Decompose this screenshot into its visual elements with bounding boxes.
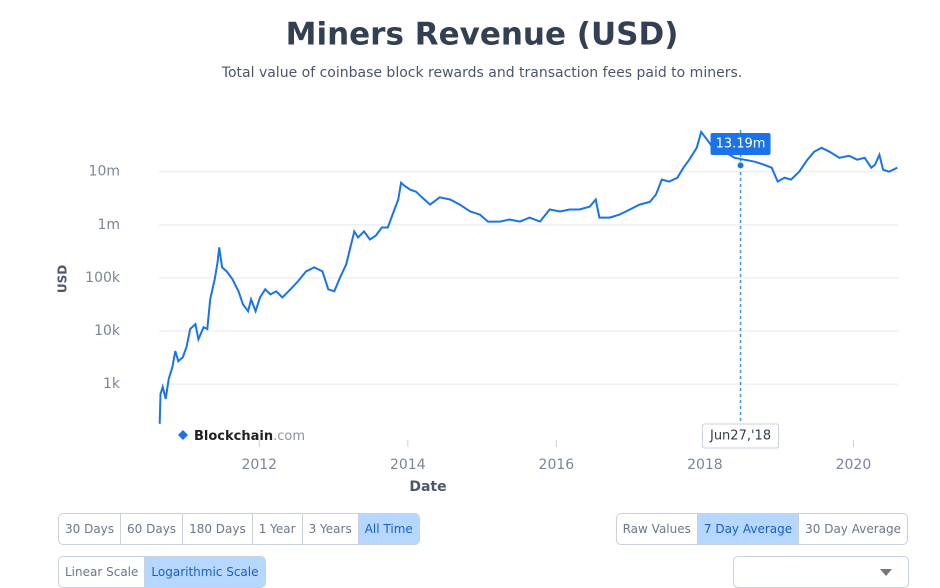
average-button[interactable]: Raw Values: [617, 514, 698, 544]
tooltip-value: 13.19m: [716, 137, 766, 152]
range-button[interactable]: 30 Days: [59, 514, 122, 544]
tooltip-box: [710, 133, 771, 155]
average-button[interactable]: 30 Day Average: [805, 522, 901, 536]
range-group: 30 Days 60 Days 180 Days 1 Year 3 Years All T…: [58, 513, 420, 545]
dropdown[interactable]: [733, 556, 909, 588]
x-tick-label: 2012: [241, 457, 277, 473]
x-tick-label: 2018: [687, 457, 723, 473]
brand: Blockchain: [194, 429, 273, 444]
brand-suffix: .com: [273, 429, 305, 444]
range-button[interactable]: 3 Years: [303, 514, 359, 544]
range-button[interactable]: 180 Days: [183, 514, 253, 544]
range-button[interactable]: All Time: [358, 514, 419, 544]
x-axis-label: Date: [409, 479, 446, 495]
watermark: Blockchain.com: [178, 429, 305, 444]
y-tick-label: 100k: [85, 270, 121, 286]
y-tick-label: 10k: [94, 323, 121, 339]
y-tick-label: 10m: [89, 164, 120, 180]
chart-subtitle: Total value of coinbase block rewards an…: [221, 65, 742, 81]
range-button[interactable]: 1 Year: [253, 514, 303, 544]
logo-icon: [178, 430, 188, 440]
y-tick-label: 1k: [103, 376, 121, 392]
tooltip-date-box: [702, 423, 780, 449]
y-tick-label: 1m: [97, 217, 120, 233]
y-axis-label: USD: [56, 265, 70, 293]
x-tick-label: 2014: [390, 457, 426, 473]
scale-button[interactable]: Linear Scale: [59, 557, 146, 587]
x-tick-label: 2020: [836, 457, 872, 473]
line: [158, 129, 898, 424]
scale-group: Linear Scale Logarithmic Scale: [58, 556, 266, 588]
tooltip-date: Jun27,'18: [709, 429, 771, 444]
scale-button[interactable]: Logarithmic Scale: [145, 557, 265, 587]
x-tick-label: 2016: [539, 457, 575, 473]
range-button[interactable]: 60 Days: [121, 514, 184, 544]
average-button[interactable]: 7 Day Average: [697, 514, 800, 544]
svg-text:Blockchain.com: Blockchain.com: [194, 429, 305, 444]
chart-title: Miners Revenue (USD): [286, 17, 679, 53]
average-group: Raw Values 7 Day Average 30 Day Average: [615, 513, 908, 545]
hover-point: [736, 161, 745, 170]
